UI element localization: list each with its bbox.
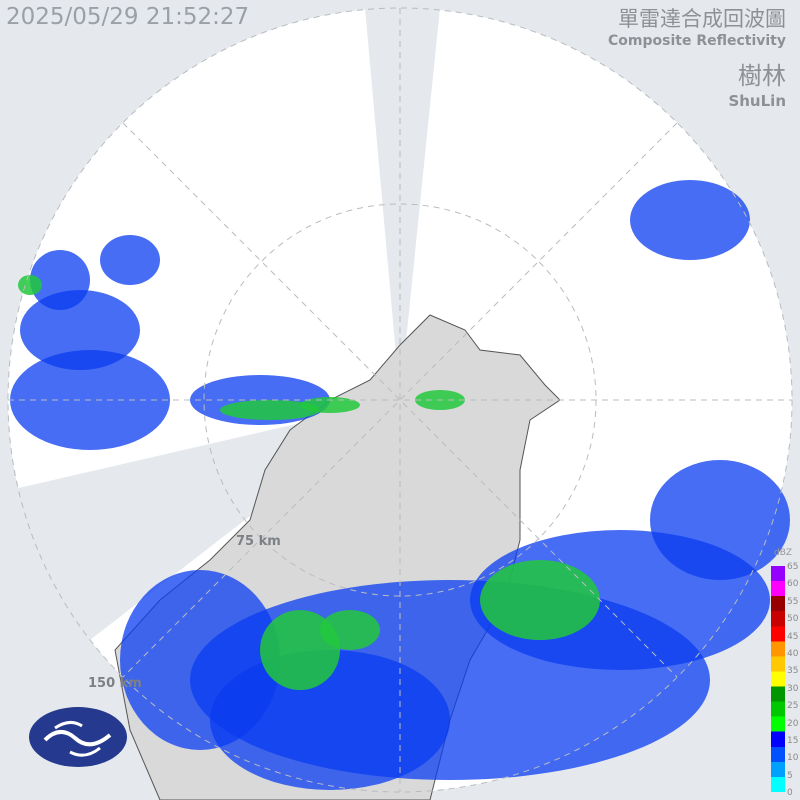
legend-tick: 65: [787, 562, 799, 572]
title-en: Composite Reflectivity: [608, 33, 786, 49]
legend-tick: 0: [787, 788, 793, 799]
echo-cell: [320, 610, 380, 650]
echo-cell: [300, 397, 360, 413]
echo-cell: [220, 400, 320, 420]
range-label-150: 150 km: [88, 676, 142, 691]
echo-cell: [30, 250, 90, 310]
cwa-logo: [29, 707, 127, 767]
timestamp: 2025/05/29 21:52:27: [6, 4, 250, 30]
echo-cell: [210, 650, 450, 790]
echo-cell: [650, 460, 790, 580]
echo-cell: [18, 275, 42, 295]
dbz-legend: dBZ 65 60 55 50 45 40 35 30 25 20 15 10 5 0: [768, 548, 800, 800]
echo-layer: [10, 180, 790, 790]
range-rings: [7, 7, 793, 793]
echo-cell: [480, 560, 600, 640]
title-zh: 單雷達合成回波圖: [618, 7, 786, 31]
echo-cell: [20, 290, 140, 370]
title-block: 單雷達合成回波圖 Composite Reflectivity 樹林 ShuLi…: [608, 6, 786, 110]
legend-color-bar: [771, 566, 785, 792]
legend-tick: 40: [787, 649, 799, 659]
legend-tick: 55: [787, 596, 799, 607]
legend-unit: dBZ: [774, 548, 793, 558]
legend-tick: 60: [787, 579, 799, 590]
legend-tick: 30: [787, 683, 799, 694]
echo-cell: [630, 180, 750, 260]
legend-tick: 50: [787, 614, 799, 625]
station-zh: 樹林: [738, 62, 786, 90]
legend-tick: 15: [787, 736, 799, 746]
legend-tick: 25: [787, 701, 799, 712]
echo-cell: [100, 235, 160, 285]
legend-tick: 35: [787, 666, 799, 677]
legend-tick: 10: [787, 753, 799, 764]
station-en: ShuLin: [728, 92, 786, 110]
range-label-75: 75 km: [236, 534, 281, 549]
legend-tick: 45: [787, 631, 799, 642]
legend-tick: 5: [787, 770, 793, 781]
legend-tick: 20: [787, 718, 799, 729]
